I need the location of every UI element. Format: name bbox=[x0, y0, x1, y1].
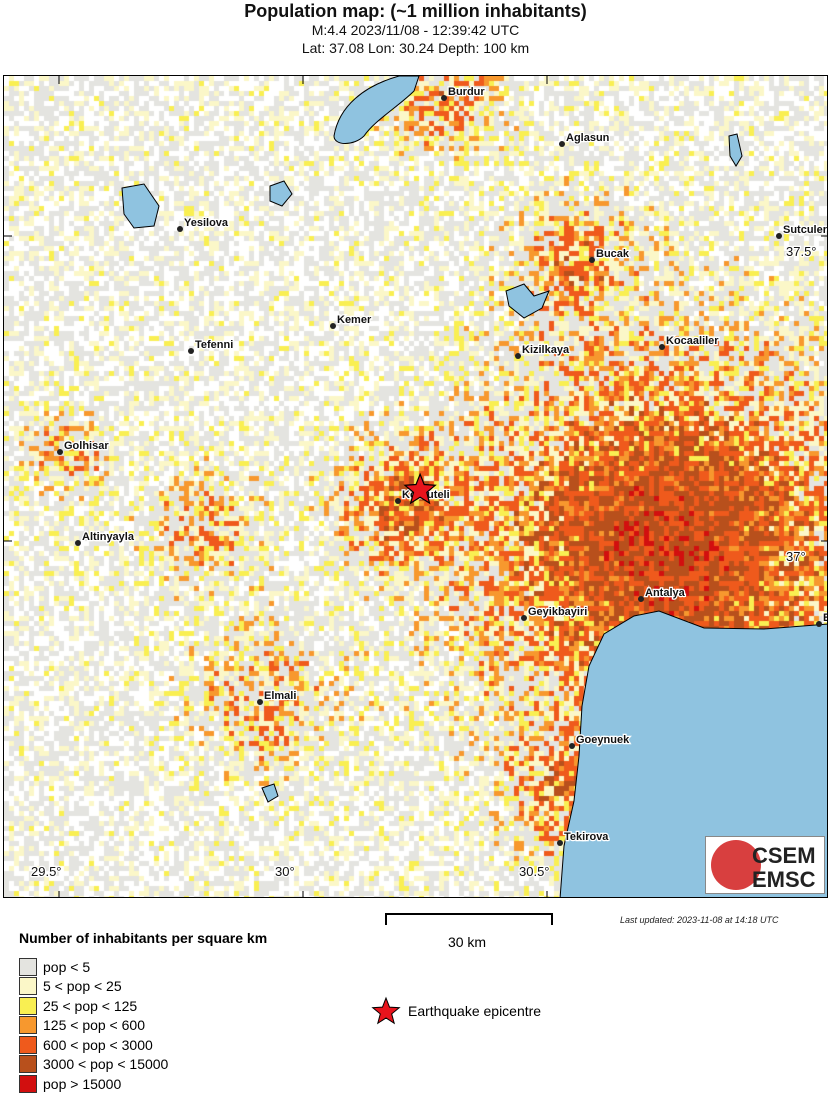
epicentre-legend-label: Earthquake epicentre bbox=[408, 1003, 542, 1019]
legend-item: 25 < pop < 125 bbox=[19, 996, 168, 1016]
city-label: Kocaaliler bbox=[666, 335, 719, 347]
city-label: Elmali bbox=[264, 690, 296, 702]
scale-bar bbox=[385, 913, 553, 925]
city-label: Kemer bbox=[337, 314, 372, 326]
city-label: Goeynuek bbox=[576, 734, 630, 746]
legend-swatch bbox=[19, 957, 37, 976]
city-marker[interactable] bbox=[638, 596, 644, 602]
scale-label: 30 km bbox=[447, 934, 487, 950]
city-label: Antalya bbox=[645, 587, 686, 599]
population-map[interactable]: Burdur Aglasun Yesilova Sutculer Bucak Kemer T… bbox=[3, 75, 828, 898]
lake bbox=[728, 133, 743, 167]
city-marker[interactable] bbox=[557, 840, 563, 846]
legend-label: pop > 15000 bbox=[43, 1075, 122, 1092]
legend-item: pop < 5 bbox=[19, 957, 168, 977]
city-marker[interactable] bbox=[330, 323, 336, 329]
lake bbox=[269, 180, 293, 207]
legend-swatch bbox=[19, 1074, 37, 1093]
legend-title: Number of inhabitants per square km bbox=[19, 930, 268, 946]
city-label: B bbox=[823, 612, 828, 624]
city-marker[interactable] bbox=[75, 540, 81, 546]
city-marker[interactable] bbox=[816, 621, 822, 627]
city-marker[interactable] bbox=[57, 449, 63, 455]
city-marker[interactable] bbox=[395, 498, 401, 504]
city-marker[interactable] bbox=[569, 743, 575, 749]
city-label: Burdur bbox=[448, 86, 485, 98]
legend-item: 3000 < pop < 15000 bbox=[19, 1055, 168, 1075]
city-marker[interactable] bbox=[521, 615, 527, 621]
logo-text: CSEM bbox=[752, 843, 816, 868]
map-title: Population map: (~1 million inhabitants) bbox=[244, 1, 587, 21]
city-marker[interactable] bbox=[188, 348, 194, 354]
lake bbox=[121, 183, 160, 229]
frame-ticks bbox=[4, 76, 827, 897]
legend-swatch bbox=[19, 996, 37, 1015]
city-label: Altinyayla bbox=[82, 531, 135, 543]
sea bbox=[559, 610, 827, 897]
city-marker[interactable] bbox=[177, 226, 183, 232]
lon-tick-label: 30° bbox=[275, 864, 295, 879]
legend-item: 5 < pop < 25 bbox=[19, 977, 168, 997]
last-updated: Last updated: 2023-11-08 at 14:18 UTC bbox=[620, 915, 779, 925]
city-marker[interactable] bbox=[441, 95, 447, 101]
legend-item: 125 < pop < 600 bbox=[19, 1016, 168, 1036]
lake bbox=[505, 283, 550, 319]
legend-item: 600 < pop < 3000 bbox=[19, 1035, 168, 1055]
legend-label: 25 < pop < 125 bbox=[43, 997, 138, 1014]
city-label: Tekirova bbox=[564, 831, 609, 843]
city-marker[interactable] bbox=[776, 233, 782, 239]
lake bbox=[261, 783, 279, 803]
event-info: M:4.4 2023/11/08 - 12:39:42 UTC bbox=[311, 22, 520, 38]
csem-emsc-logo: CSEM EMSC bbox=[705, 836, 825, 894]
city-label: Yesilova bbox=[184, 217, 229, 229]
city-marker[interactable] bbox=[257, 699, 263, 705]
legend-label: 600 < pop < 3000 bbox=[43, 1036, 153, 1053]
lon-tick-label: 30.5° bbox=[519, 864, 550, 879]
city-label: Kizilkaya bbox=[522, 344, 570, 356]
city-label: Geyikbayiri bbox=[528, 606, 587, 618]
legend-item: pop > 15000 bbox=[19, 1074, 168, 1094]
city-label: Aglasun bbox=[566, 132, 610, 144]
star-icon bbox=[371, 996, 401, 1025]
city-marker[interactable] bbox=[659, 344, 665, 350]
city-marker[interactable] bbox=[515, 353, 521, 359]
lat-tick-label: 37° bbox=[786, 549, 806, 564]
lake-burdur bbox=[333, 76, 420, 144]
city-marker[interactable] bbox=[559, 141, 565, 147]
logo-text: EMSC bbox=[752, 867, 816, 892]
epicentre-legend: Earthquake epicentre bbox=[370, 996, 541, 1026]
lon-tick-label: 29.5° bbox=[31, 864, 62, 879]
city-label: Sutculer bbox=[783, 224, 828, 236]
map-overlay: Burdur Aglasun Yesilova Sutculer Bucak Kemer T… bbox=[4, 76, 828, 897]
epicentre-star[interactable] bbox=[403, 472, 437, 505]
legend-label: 3000 < pop < 15000 bbox=[43, 1056, 169, 1073]
legend-swatch bbox=[19, 1035, 37, 1054]
legend: pop < 5 5 < pop < 25 25 < pop < 125 125 < p… bbox=[19, 957, 168, 1094]
city-label: Golhisar bbox=[64, 440, 109, 452]
legend-swatch bbox=[19, 977, 37, 996]
legend-label: 125 < pop < 600 bbox=[43, 1017, 145, 1034]
city-label: Tefenni bbox=[195, 339, 233, 351]
event-location: Lat: 37.08 Lon: 30.24 Depth: 100 km bbox=[301, 40, 530, 56]
legend-swatch bbox=[19, 1055, 37, 1074]
city-marker[interactable] bbox=[589, 257, 595, 263]
legend-swatch bbox=[19, 1016, 37, 1035]
legend-label: pop < 5 bbox=[43, 958, 91, 975]
city-label: Bucak bbox=[596, 248, 630, 260]
legend-label: 5 < pop < 25 bbox=[43, 978, 122, 995]
lat-tick-label: 37.5° bbox=[786, 244, 817, 259]
map-labels: Burdur Aglasun Yesilova Sutculer Bucak Kemer T… bbox=[30, 85, 828, 881]
